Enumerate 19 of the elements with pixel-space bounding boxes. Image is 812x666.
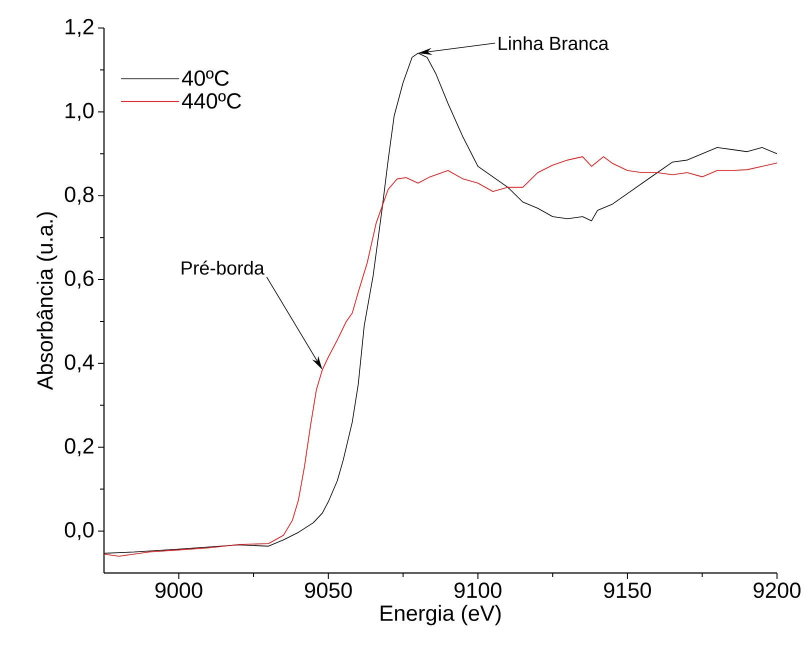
y-tick-label: 1,2 xyxy=(66,18,94,38)
x-tick-label: 9150 xyxy=(604,582,651,598)
x-tick-label: 9200 xyxy=(754,582,801,598)
y-tick-label: 0,0 xyxy=(64,522,94,540)
y-axis-title: Absorbância (u.a.) xyxy=(36,212,58,390)
x-tick-label: 9000 xyxy=(155,582,202,598)
legend-label: 440ºC xyxy=(182,93,241,109)
y-tick-label: 0,4 xyxy=(64,354,94,372)
annotation: Pré-borda xyxy=(182,260,264,275)
y-tick-label: 0,6 xyxy=(64,270,94,289)
legend-label: 40ºC xyxy=(182,70,229,86)
y-tick-label: 0,8 xyxy=(64,186,94,205)
x-axis-title: Energia (eV) xyxy=(380,604,501,626)
annotation: Linha Branca xyxy=(498,36,609,50)
x-tick-label: 9100 xyxy=(454,582,502,598)
y-tick-label: 0,2 xyxy=(64,438,94,456)
y-tick-label: 1,0 xyxy=(66,102,94,121)
x-tick-label: 9050 xyxy=(304,582,352,598)
line-series xyxy=(104,156,778,557)
